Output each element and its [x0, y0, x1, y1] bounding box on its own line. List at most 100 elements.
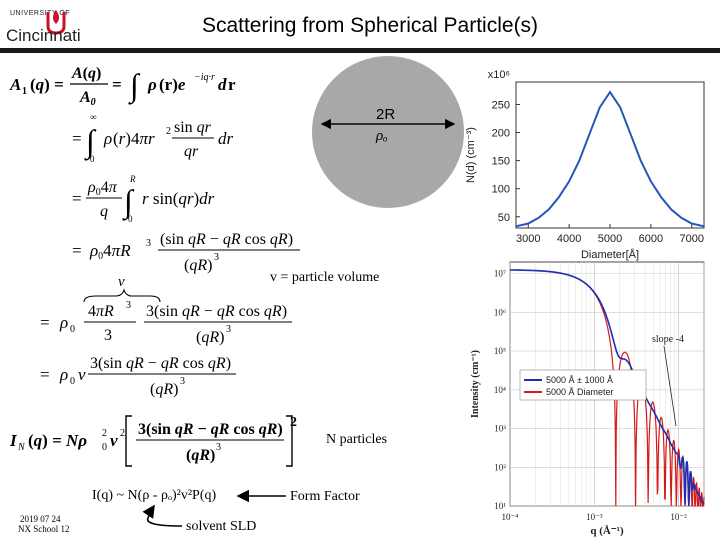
chart1-x-tick-label: 4000	[557, 233, 581, 245]
intensity-chart: 10⁻⁴ 10⁻³ 10⁻² 10¹ 10² 10³ 10⁴ 10⁵ 10⁶ 10⁷ q (Å⁻¹)…	[470, 261, 705, 537]
chart2-y-tick-label: 10²	[494, 462, 506, 472]
svg-text:(r)e: (r)e	[159, 75, 186, 94]
sphere-diameter-label: 2R	[376, 106, 396, 123]
sphere-illustration	[312, 56, 464, 208]
equation-line-4: = ρ04πR 3 (sin qR − qR cos qR) (qR) 3	[72, 231, 300, 274]
final-relation: I(q) ~ N(ρ - ρₒ)²v²P(q)	[92, 488, 217, 503]
svg-text:N: N	[17, 442, 26, 453]
svg-text:0: 0	[90, 154, 95, 164]
chart2-legend-label: 5000 Å Diameter	[546, 387, 614, 397]
svg-text:(qR): (qR)	[150, 381, 178, 398]
svg-text:=: =	[72, 129, 82, 148]
svg-text:A0: A0	[79, 89, 96, 108]
svg-text:0: 0	[70, 376, 75, 387]
svg-text:3: 3	[104, 327, 112, 344]
svg-text:2: 2	[120, 428, 125, 439]
svg-text:0: 0	[70, 324, 75, 335]
chart2-series-polydisperse	[510, 269, 705, 507]
svg-text:=: =	[112, 75, 122, 94]
svg-text:3: 3	[214, 252, 219, 263]
equation-line-3: = ρ04π q R ∫ 0 r sin(qr)dr	[72, 174, 215, 224]
title-rule	[0, 48, 720, 53]
svg-text:1: 1	[22, 86, 27, 97]
svg-text:=: =	[72, 241, 82, 260]
svg-text:v: v	[110, 431, 118, 450]
svg-text:3: 3	[226, 324, 231, 335]
form-factor-label: Form Factor	[290, 489, 360, 504]
logo-cincinnati: Cincinnati	[6, 26, 81, 45]
svg-text:ρ: ρ	[103, 129, 112, 148]
logo-university-of: UNIVERSITY OF	[10, 10, 71, 17]
equation-line-5: = ρ 0 4πR 3 3 3(sin qR − qR cos qR) (qR)…	[40, 300, 292, 346]
sphere-density-label: ρₒ	[376, 128, 388, 144]
svg-text:0: 0	[102, 442, 107, 453]
svg-text:=: =	[40, 313, 50, 332]
chart2-y-tick-label: 10⁶	[494, 307, 506, 317]
svg-text:(q) = Nρ: (q) = Nρ	[28, 431, 87, 450]
chart1-y-tick-label: 150	[492, 156, 510, 168]
svg-text:2: 2	[290, 415, 297, 430]
svg-text:4πR: 4πR	[88, 303, 114, 320]
size-distribution-chart: 3000 4000 5000 6000 7000 50 100 150 200 250 x10⁶ Di…	[465, 69, 705, 261]
chart1-x-tick-label: 6000	[639, 233, 663, 245]
svg-text:qr: qr	[184, 143, 199, 160]
svg-text:3: 3	[216, 442, 221, 453]
chart2-y-tick-label: 10⁵	[494, 346, 506, 356]
annotation-arrows	[142, 489, 286, 527]
svg-text:(qR): (qR)	[184, 257, 212, 274]
chart1-y-tick-label: 200	[492, 128, 510, 140]
university-logo-icon	[46, 10, 66, 35]
chart1-y-tick-label: 100	[492, 184, 510, 196]
volume-brace: v	[83, 274, 161, 303]
chart1-series-line	[515, 90, 705, 228]
svg-text:r sin(qr)dr: r sin(qr)dr	[142, 189, 215, 208]
equation-line-2: = ∞ ∫ 0 ρ (r)4πr 2 sin qr qr dr	[72, 112, 234, 164]
svg-text:A: A	[9, 75, 21, 94]
svg-text:=: =	[40, 365, 50, 384]
svg-text:0: 0	[128, 214, 133, 224]
chart2-legend-label: 5000 Å ± 1000 Å	[546, 375, 613, 385]
svg-text:ρ04πR: ρ04πR	[89, 241, 131, 262]
chart2-x-label: q (Å⁻¹)	[590, 525, 624, 537]
svg-text:I: I	[9, 431, 18, 450]
sphere-diameter-arrow	[320, 118, 456, 130]
svg-text:q: q	[100, 203, 108, 220]
svg-text:(qR): (qR)	[186, 447, 215, 464]
chart1-y-label: N(d) (cm⁻³)	[465, 127, 477, 183]
equation-block: A 1 (q) = A(q) A0 = ∫ ρ (r)e −iq·r d r =…	[9, 65, 300, 467]
chart1-x-tick-label: 7000	[679, 233, 703, 245]
svg-text:(sin qR − qR cos qR): (sin qR − qR cos qR)	[160, 231, 293, 248]
svg-text:∫: ∫	[128, 67, 141, 105]
svg-text:R: R	[129, 174, 136, 184]
chart2-slope-label: slope -4	[652, 334, 684, 345]
svg-text:3(sin qR − qR cos qR): 3(sin qR − qR cos qR)	[138, 421, 283, 438]
chart2-y-tick-label: 10¹	[494, 501, 506, 511]
chart2-y-tick-label: 10³	[494, 424, 506, 434]
svg-text:ρ: ρ	[59, 365, 68, 384]
chart1-x-label: Diameter[Å]	[581, 248, 639, 261]
equation-line-6: = ρ 0 v 3(sin qR − qR cos qR) (qR) 3	[40, 355, 236, 398]
chart1-y-tick-label: 250	[492, 99, 510, 111]
chart1-y-multiplier: x10⁶	[488, 69, 510, 81]
equation-line-1: A 1 (q) = A(q) A0 = ∫ ρ (r)e −iq·r d r	[9, 65, 236, 108]
n-particles-note: N particles	[326, 432, 388, 447]
svg-text:(qR): (qR)	[196, 329, 224, 346]
chart2-x-tick-label: 10⁻²	[670, 512, 687, 522]
svg-text:∫: ∫	[122, 183, 135, 221]
svg-text:v: v	[78, 365, 86, 384]
svg-text:∫: ∫	[84, 123, 97, 161]
equation-line-7: I N (q) = Nρ 2 0 v 2 3(sin qR − qR cos q…	[9, 415, 297, 467]
chart1-x-tick-label: 3000	[516, 233, 540, 245]
chart2-y-tick-label: 10⁷	[494, 269, 506, 279]
chart2-y-tick-label: 10⁴	[494, 385, 506, 395]
svg-text:ρ: ρ	[59, 313, 68, 332]
svg-text:(r)4πr: (r)4πr	[113, 129, 155, 148]
chart2-x-tick-label: 10⁻³	[586, 512, 603, 522]
svg-text:3: 3	[180, 376, 185, 387]
svg-text:3(sin qR − qR cos qR): 3(sin qR − qR cos qR)	[90, 355, 231, 372]
svg-text:sin qr: sin qr	[174, 119, 212, 136]
svg-text:3(sin qR − qR cos qR): 3(sin qR − qR cos qR)	[146, 303, 287, 320]
svg-text:2: 2	[166, 126, 171, 137]
svg-text:A(q): A(q)	[71, 65, 101, 82]
particle-volume-note: v = particle volume	[270, 270, 380, 285]
